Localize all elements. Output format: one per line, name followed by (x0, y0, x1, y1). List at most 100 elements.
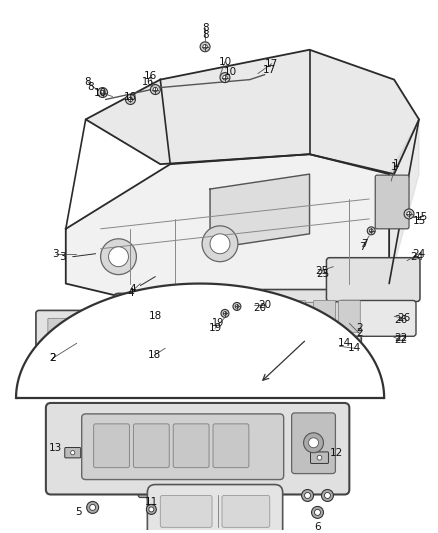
Text: 8: 8 (202, 23, 208, 33)
Circle shape (125, 94, 135, 104)
FancyBboxPatch shape (326, 257, 420, 302)
Text: 17: 17 (263, 64, 276, 75)
Circle shape (220, 72, 230, 83)
Text: 5: 5 (75, 507, 82, 518)
Text: 4: 4 (129, 284, 136, 294)
FancyBboxPatch shape (82, 414, 284, 480)
Circle shape (223, 75, 227, 80)
Circle shape (304, 433, 324, 453)
FancyBboxPatch shape (114, 318, 134, 345)
Text: 16: 16 (144, 70, 157, 80)
Polygon shape (16, 284, 384, 398)
Text: 1: 1 (391, 162, 397, 172)
FancyBboxPatch shape (94, 424, 130, 467)
Text: 2: 2 (356, 324, 363, 333)
Text: 3: 3 (60, 252, 66, 262)
Circle shape (325, 492, 330, 498)
Circle shape (235, 305, 239, 308)
Text: 17: 17 (265, 59, 279, 69)
FancyBboxPatch shape (124, 302, 341, 365)
Circle shape (153, 87, 158, 92)
Circle shape (101, 239, 136, 274)
Text: 15: 15 (414, 212, 427, 222)
Text: 22: 22 (395, 333, 408, 343)
FancyBboxPatch shape (314, 301, 336, 332)
Text: 18: 18 (148, 350, 161, 360)
Text: 7: 7 (361, 239, 367, 249)
FancyBboxPatch shape (339, 301, 360, 332)
Text: 26: 26 (395, 316, 408, 325)
Text: 2: 2 (49, 353, 56, 363)
Text: 14: 14 (338, 338, 351, 348)
Circle shape (210, 234, 230, 254)
FancyBboxPatch shape (160, 496, 212, 527)
Circle shape (128, 97, 133, 102)
Text: 15: 15 (412, 216, 426, 226)
Text: 12: 12 (330, 448, 343, 458)
Text: 22: 22 (395, 335, 408, 345)
Text: 20: 20 (258, 301, 271, 310)
FancyBboxPatch shape (72, 318, 92, 345)
Text: 10: 10 (219, 56, 232, 67)
FancyBboxPatch shape (257, 301, 279, 332)
Text: 8: 8 (87, 82, 94, 92)
FancyBboxPatch shape (65, 448, 81, 458)
Text: 20: 20 (253, 303, 266, 313)
FancyBboxPatch shape (147, 484, 283, 533)
FancyBboxPatch shape (292, 413, 336, 474)
FancyBboxPatch shape (134, 424, 169, 467)
Text: 1: 1 (393, 159, 399, 169)
Circle shape (202, 226, 238, 262)
Text: 6: 6 (314, 522, 321, 532)
Polygon shape (210, 174, 310, 249)
Text: 24: 24 (410, 252, 424, 262)
Text: 8: 8 (202, 30, 208, 40)
Text: 25: 25 (316, 269, 329, 279)
Text: 4: 4 (127, 287, 134, 297)
Text: 11: 11 (145, 497, 158, 507)
Polygon shape (66, 154, 389, 309)
Text: 25: 25 (315, 265, 328, 276)
FancyBboxPatch shape (244, 289, 361, 345)
Text: 3: 3 (53, 249, 59, 259)
Circle shape (145, 466, 157, 479)
Text: 2: 2 (49, 353, 56, 363)
Circle shape (304, 492, 311, 498)
Circle shape (90, 504, 95, 511)
FancyBboxPatch shape (173, 424, 209, 467)
Text: 10: 10 (124, 92, 137, 101)
Circle shape (100, 90, 105, 95)
Circle shape (233, 302, 241, 310)
Text: 16: 16 (142, 77, 155, 86)
Circle shape (314, 510, 321, 515)
Circle shape (302, 489, 314, 502)
FancyBboxPatch shape (95, 318, 116, 345)
Text: 2: 2 (356, 328, 363, 338)
FancyBboxPatch shape (311, 452, 328, 464)
FancyBboxPatch shape (222, 496, 270, 527)
FancyBboxPatch shape (113, 294, 352, 375)
Circle shape (404, 209, 414, 219)
FancyBboxPatch shape (284, 301, 306, 332)
Circle shape (98, 87, 108, 98)
FancyBboxPatch shape (339, 301, 416, 336)
Text: 7: 7 (359, 242, 366, 252)
Text: 26: 26 (397, 313, 411, 324)
Circle shape (308, 438, 318, 448)
FancyBboxPatch shape (36, 310, 141, 354)
Text: 13: 13 (49, 443, 63, 453)
Circle shape (200, 42, 210, 52)
Circle shape (317, 455, 322, 460)
Circle shape (87, 502, 99, 513)
FancyBboxPatch shape (138, 464, 164, 497)
Text: 19: 19 (212, 318, 224, 328)
Circle shape (367, 227, 375, 235)
Circle shape (321, 489, 333, 502)
Text: 24: 24 (412, 249, 426, 259)
Text: 10: 10 (94, 87, 107, 98)
Circle shape (223, 312, 227, 315)
Circle shape (149, 507, 154, 512)
Text: 14: 14 (348, 343, 361, 353)
FancyBboxPatch shape (48, 318, 68, 345)
Text: 8: 8 (85, 77, 91, 86)
